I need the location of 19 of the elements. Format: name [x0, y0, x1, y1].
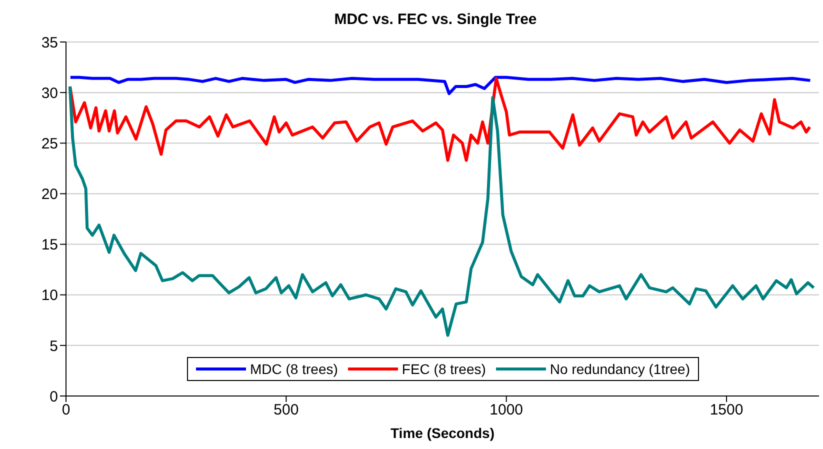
legend-label: FEC (8 trees): [402, 361, 486, 377]
line-series: [68, 76, 812, 96]
y-tick-label: 25: [41, 135, 58, 152]
y-tick-label: 5: [50, 338, 58, 355]
x-tick-label: 0: [62, 402, 70, 419]
legend-label: No redundancy (1tree): [550, 361, 690, 377]
y-tick-label: 0: [50, 388, 58, 406]
y-tick-label: 30: [41, 84, 58, 102]
y-tick-label: 35: [41, 34, 58, 52]
x-tick-label: 1500: [710, 402, 744, 419]
x-axis-title: Time (Seconds): [390, 425, 494, 441]
line-series: [68, 85, 816, 337]
legend-label: MDC (8 trees): [250, 361, 338, 377]
y-tick-label: 20: [41, 186, 58, 204]
x-tick-label: 1000: [490, 402, 524, 419]
x-tick-label: 500: [274, 402, 299, 419]
chart-title: MDC vs. FEC vs. Single Tree: [333, 10, 538, 30]
y-tick-label: 15: [41, 236, 58, 254]
y-tick-label: 10: [41, 287, 58, 304]
